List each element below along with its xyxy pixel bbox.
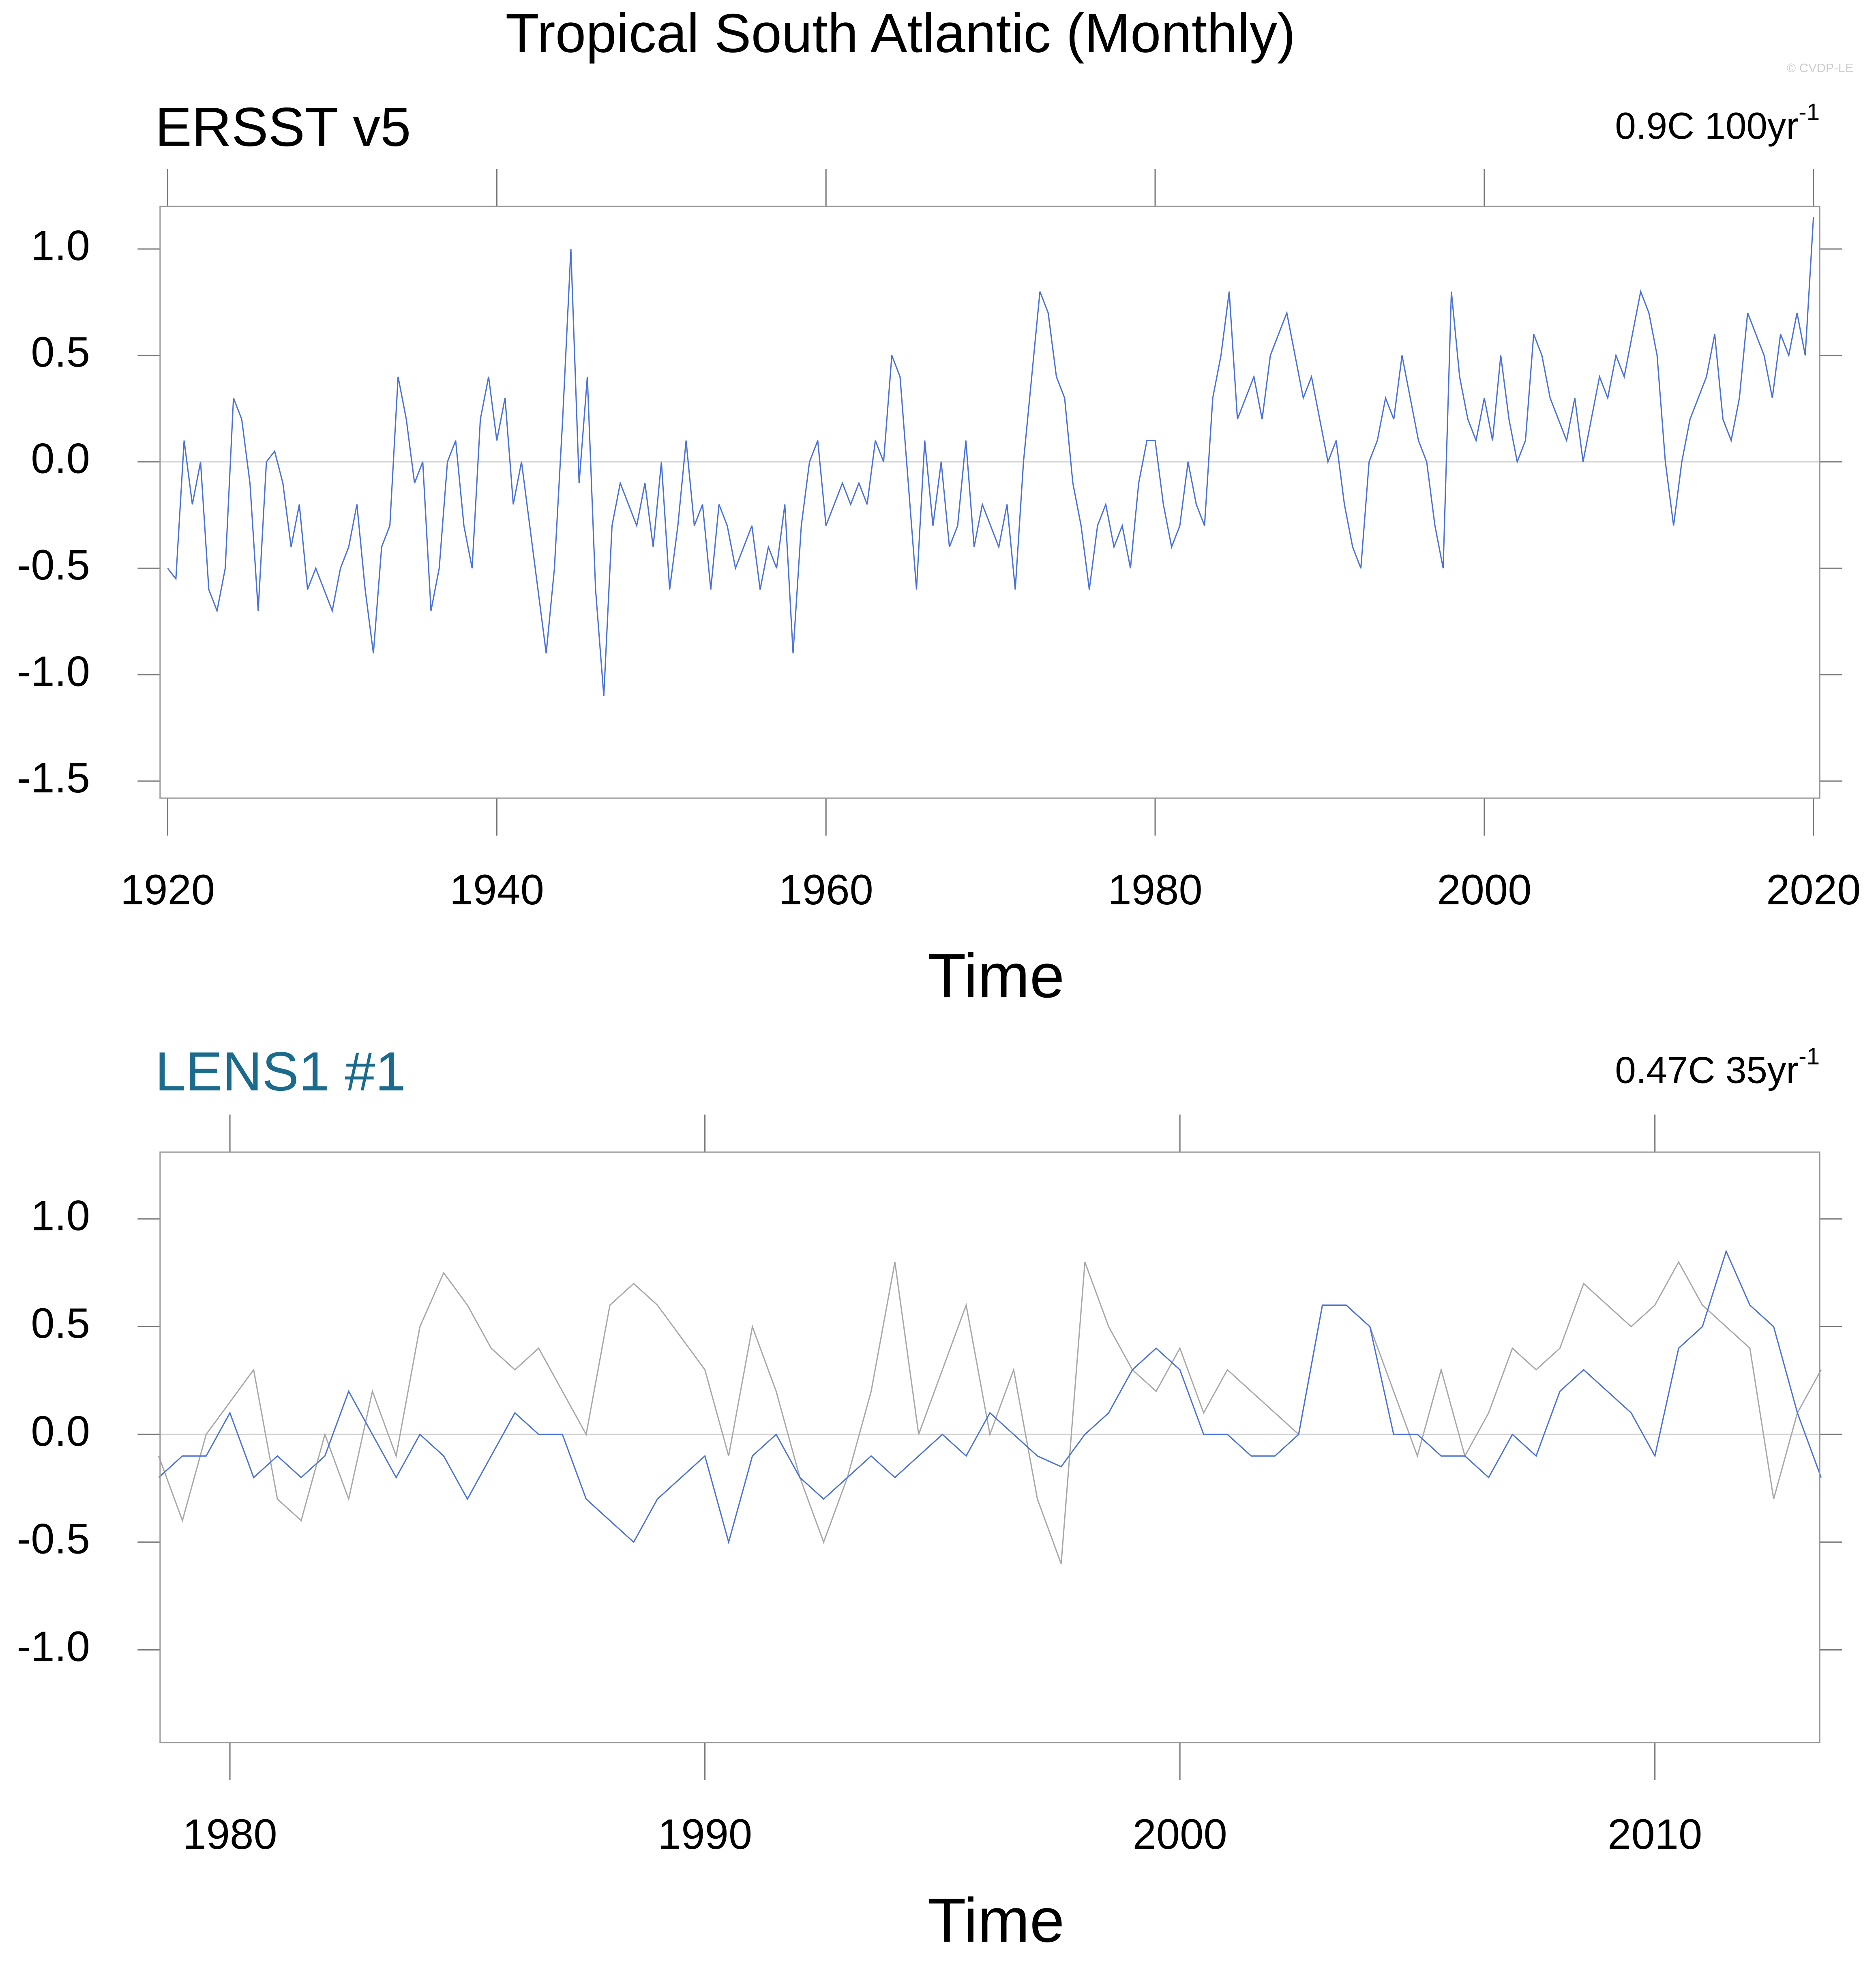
x-tick-label: 1980 <box>1108 866 1202 914</box>
chart-title: ERSST v5 <box>155 96 411 158</box>
y-tick-label: 0.5 <box>31 328 90 376</box>
trend-label: 0.9C 100yr-1 <box>1615 99 1820 147</box>
trend-superscript: -1 <box>1799 99 1820 125</box>
line-series <box>158 1249 1822 1545</box>
line-series <box>158 1260 1822 1564</box>
plot-frame <box>159 206 1820 799</box>
watermark: © CVDP-LE <box>1787 61 1854 75</box>
x-tick-label: 2000 <box>1437 866 1531 914</box>
x-tick-label: 2010 <box>1608 1811 1702 1858</box>
y-tick-label: -0.5 <box>17 541 90 589</box>
y-tick-label: -0.5 <box>17 1515 90 1563</box>
chart-title: LENS1 #1 <box>155 1041 406 1102</box>
x-tick-label: 1940 <box>450 866 544 914</box>
x-axis-label: Time <box>928 1885 1064 1955</box>
trend-label: 0.47C 35yr-1 <box>1615 1043 1820 1091</box>
plot-frame <box>159 1151 1820 1743</box>
x-axis-label: Time <box>928 940 1064 1011</box>
trend-text: 0.9C 100yr <box>1615 105 1799 147</box>
x-tick-label: 2000 <box>1132 1811 1227 1858</box>
x-tick-label: 1990 <box>658 1811 752 1858</box>
y-tick-label: 1.0 <box>31 1192 90 1239</box>
x-tick-label: 1960 <box>779 866 873 914</box>
y-tick-label: -1.5 <box>17 754 90 802</box>
y-tick-label: 0.0 <box>31 1408 90 1455</box>
x-tick-label: 1920 <box>120 866 215 914</box>
figure-title: Tropical South Atlantic (Monthly) <box>506 2 1296 64</box>
x-tick-label: 2020 <box>1766 866 1861 914</box>
y-tick-label: -1.0 <box>17 648 90 695</box>
line-series <box>167 217 1814 696</box>
y-tick-label: 0.5 <box>31 1300 90 1347</box>
y-tick-label: 0.0 <box>31 435 90 483</box>
x-tick-label: 1980 <box>182 1811 277 1858</box>
trend-superscript: -1 <box>1799 1043 1820 1070</box>
y-tick-label: -1.0 <box>17 1623 90 1670</box>
trend-text: 0.47C 35yr <box>1615 1049 1799 1091</box>
y-tick-label: 1.0 <box>31 222 90 270</box>
